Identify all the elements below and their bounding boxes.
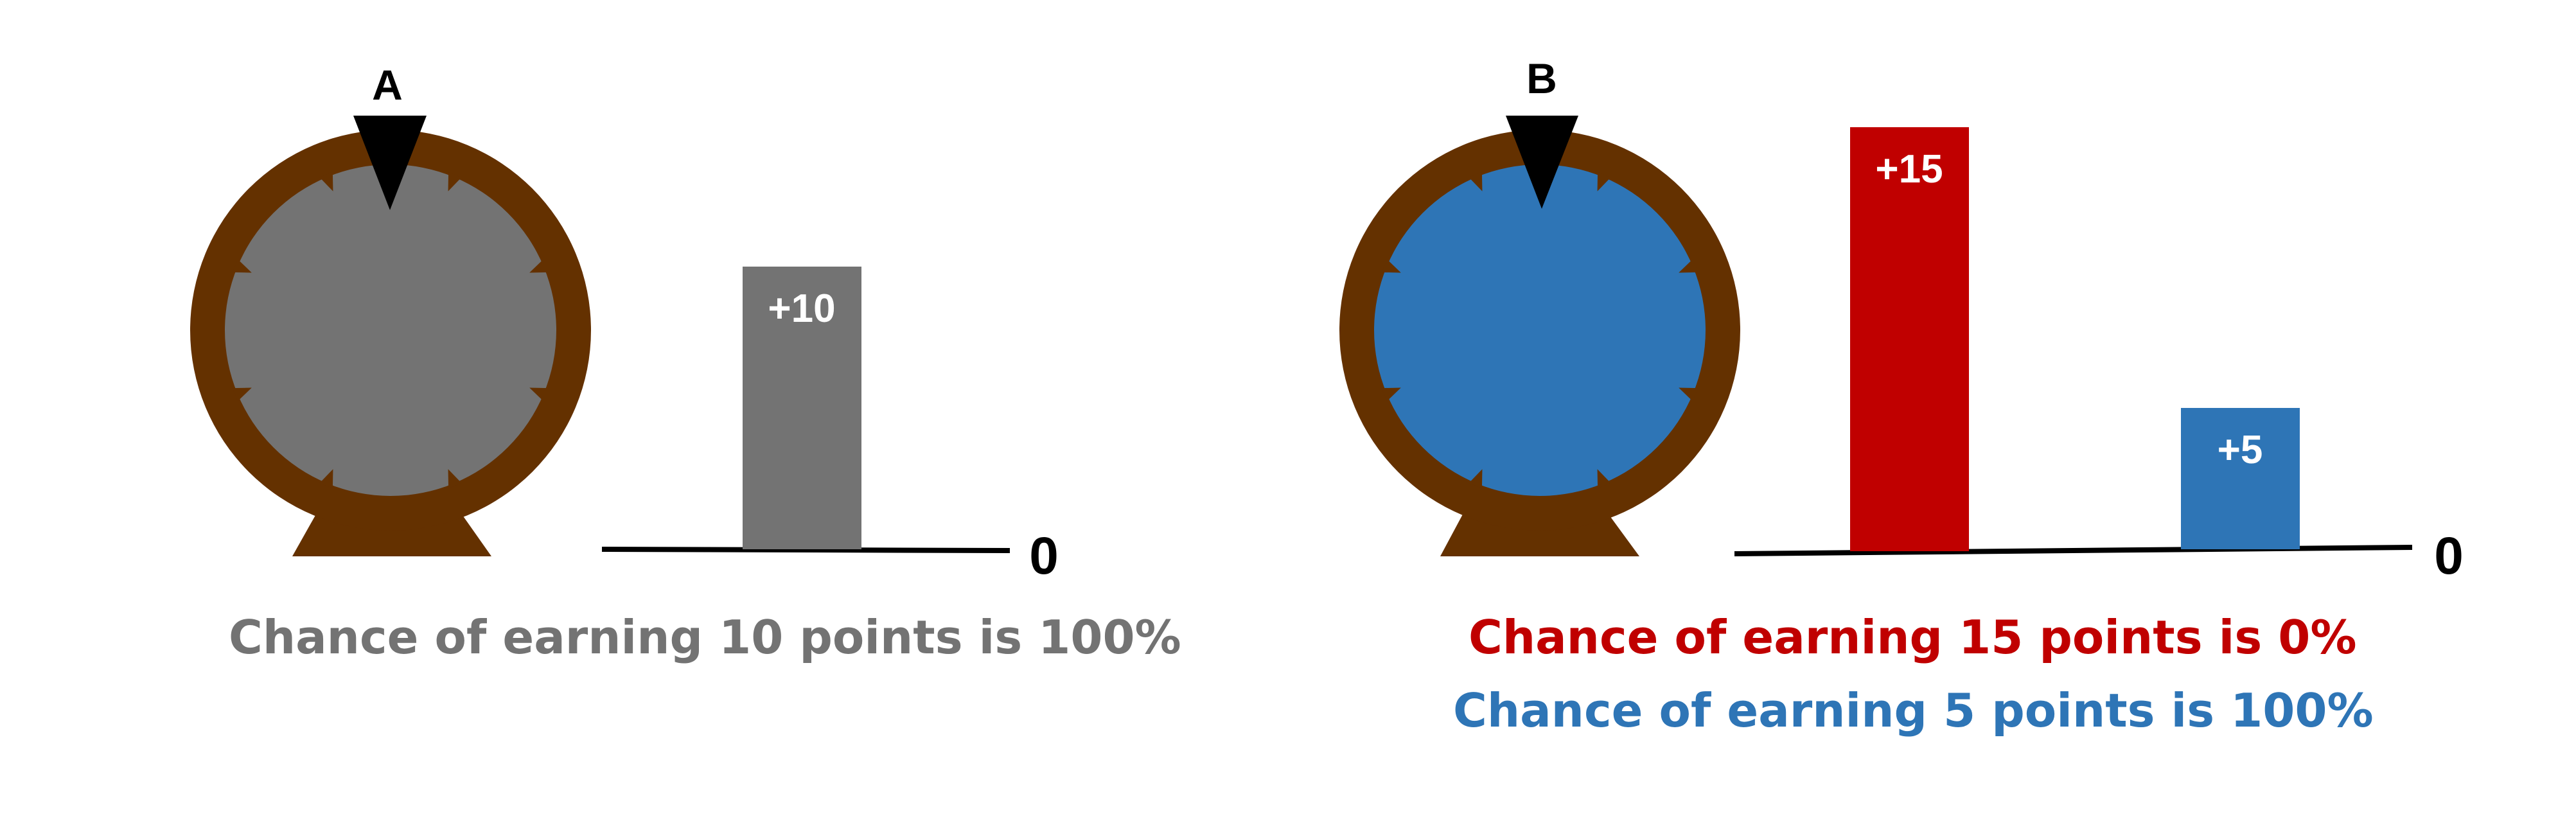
wheel-notch	[1679, 259, 1698, 273]
bar-b-plus5	[2181, 408, 2300, 549]
axis-a-zero-label: 0	[1029, 527, 1059, 585]
bar-a-plus10	[743, 267, 861, 549]
wheel-notch	[1381, 259, 1401, 273]
wheel-notch	[319, 172, 333, 191]
wheel-notch	[529, 259, 549, 273]
bar-a-plus10-label: +10	[768, 287, 835, 331]
caption-b-chance-15: Chance of earning 15 points is 0%	[1469, 610, 2357, 664]
bar-b-plus15-label: +15	[1875, 147, 1943, 191]
wheel-a-notches	[232, 172, 549, 489]
wheel-notch	[1469, 172, 1483, 191]
wheel-notch	[1597, 172, 1611, 191]
caption-a-chance-10: Chance of earning 10 points is 100%	[229, 610, 1181, 664]
wheel-notch	[1597, 469, 1611, 489]
bar-b-plus15	[1850, 127, 1969, 551]
pointer-b-icon	[1506, 116, 1578, 209]
pointer-a-icon	[353, 116, 427, 210]
wheel-notch	[232, 259, 252, 273]
wheel-notch	[529, 387, 549, 402]
panel-a: A 0 +10	[190, 61, 1059, 585]
axis-a-baseline	[601, 547, 1010, 553]
wheel-a-label: A	[372, 61, 403, 109]
panel-b: B 0 +15 +5	[1339, 55, 2464, 585]
wheel-b-label: B	[1526, 55, 1557, 102]
wheel-notch	[232, 387, 252, 402]
wheel-b-notches	[1381, 172, 1698, 489]
wheel-notch	[1381, 387, 1401, 402]
bar-b-plus5-label: +5	[2218, 428, 2263, 472]
wheel-notch	[1469, 469, 1483, 489]
wheel-b-face	[1374, 164, 1706, 496]
wheel-notch	[1679, 387, 1698, 402]
wheel-notch	[448, 469, 462, 489]
axis-b-baseline	[1734, 545, 2413, 556]
caption-b-chance-5: Chance of earning 5 points is 100%	[1453, 684, 2374, 737]
wheel-a-face	[225, 164, 556, 496]
wheel-notch	[448, 172, 462, 191]
axis-b-zero-label: 0	[2434, 527, 2464, 585]
wheel-notch	[319, 469, 333, 489]
